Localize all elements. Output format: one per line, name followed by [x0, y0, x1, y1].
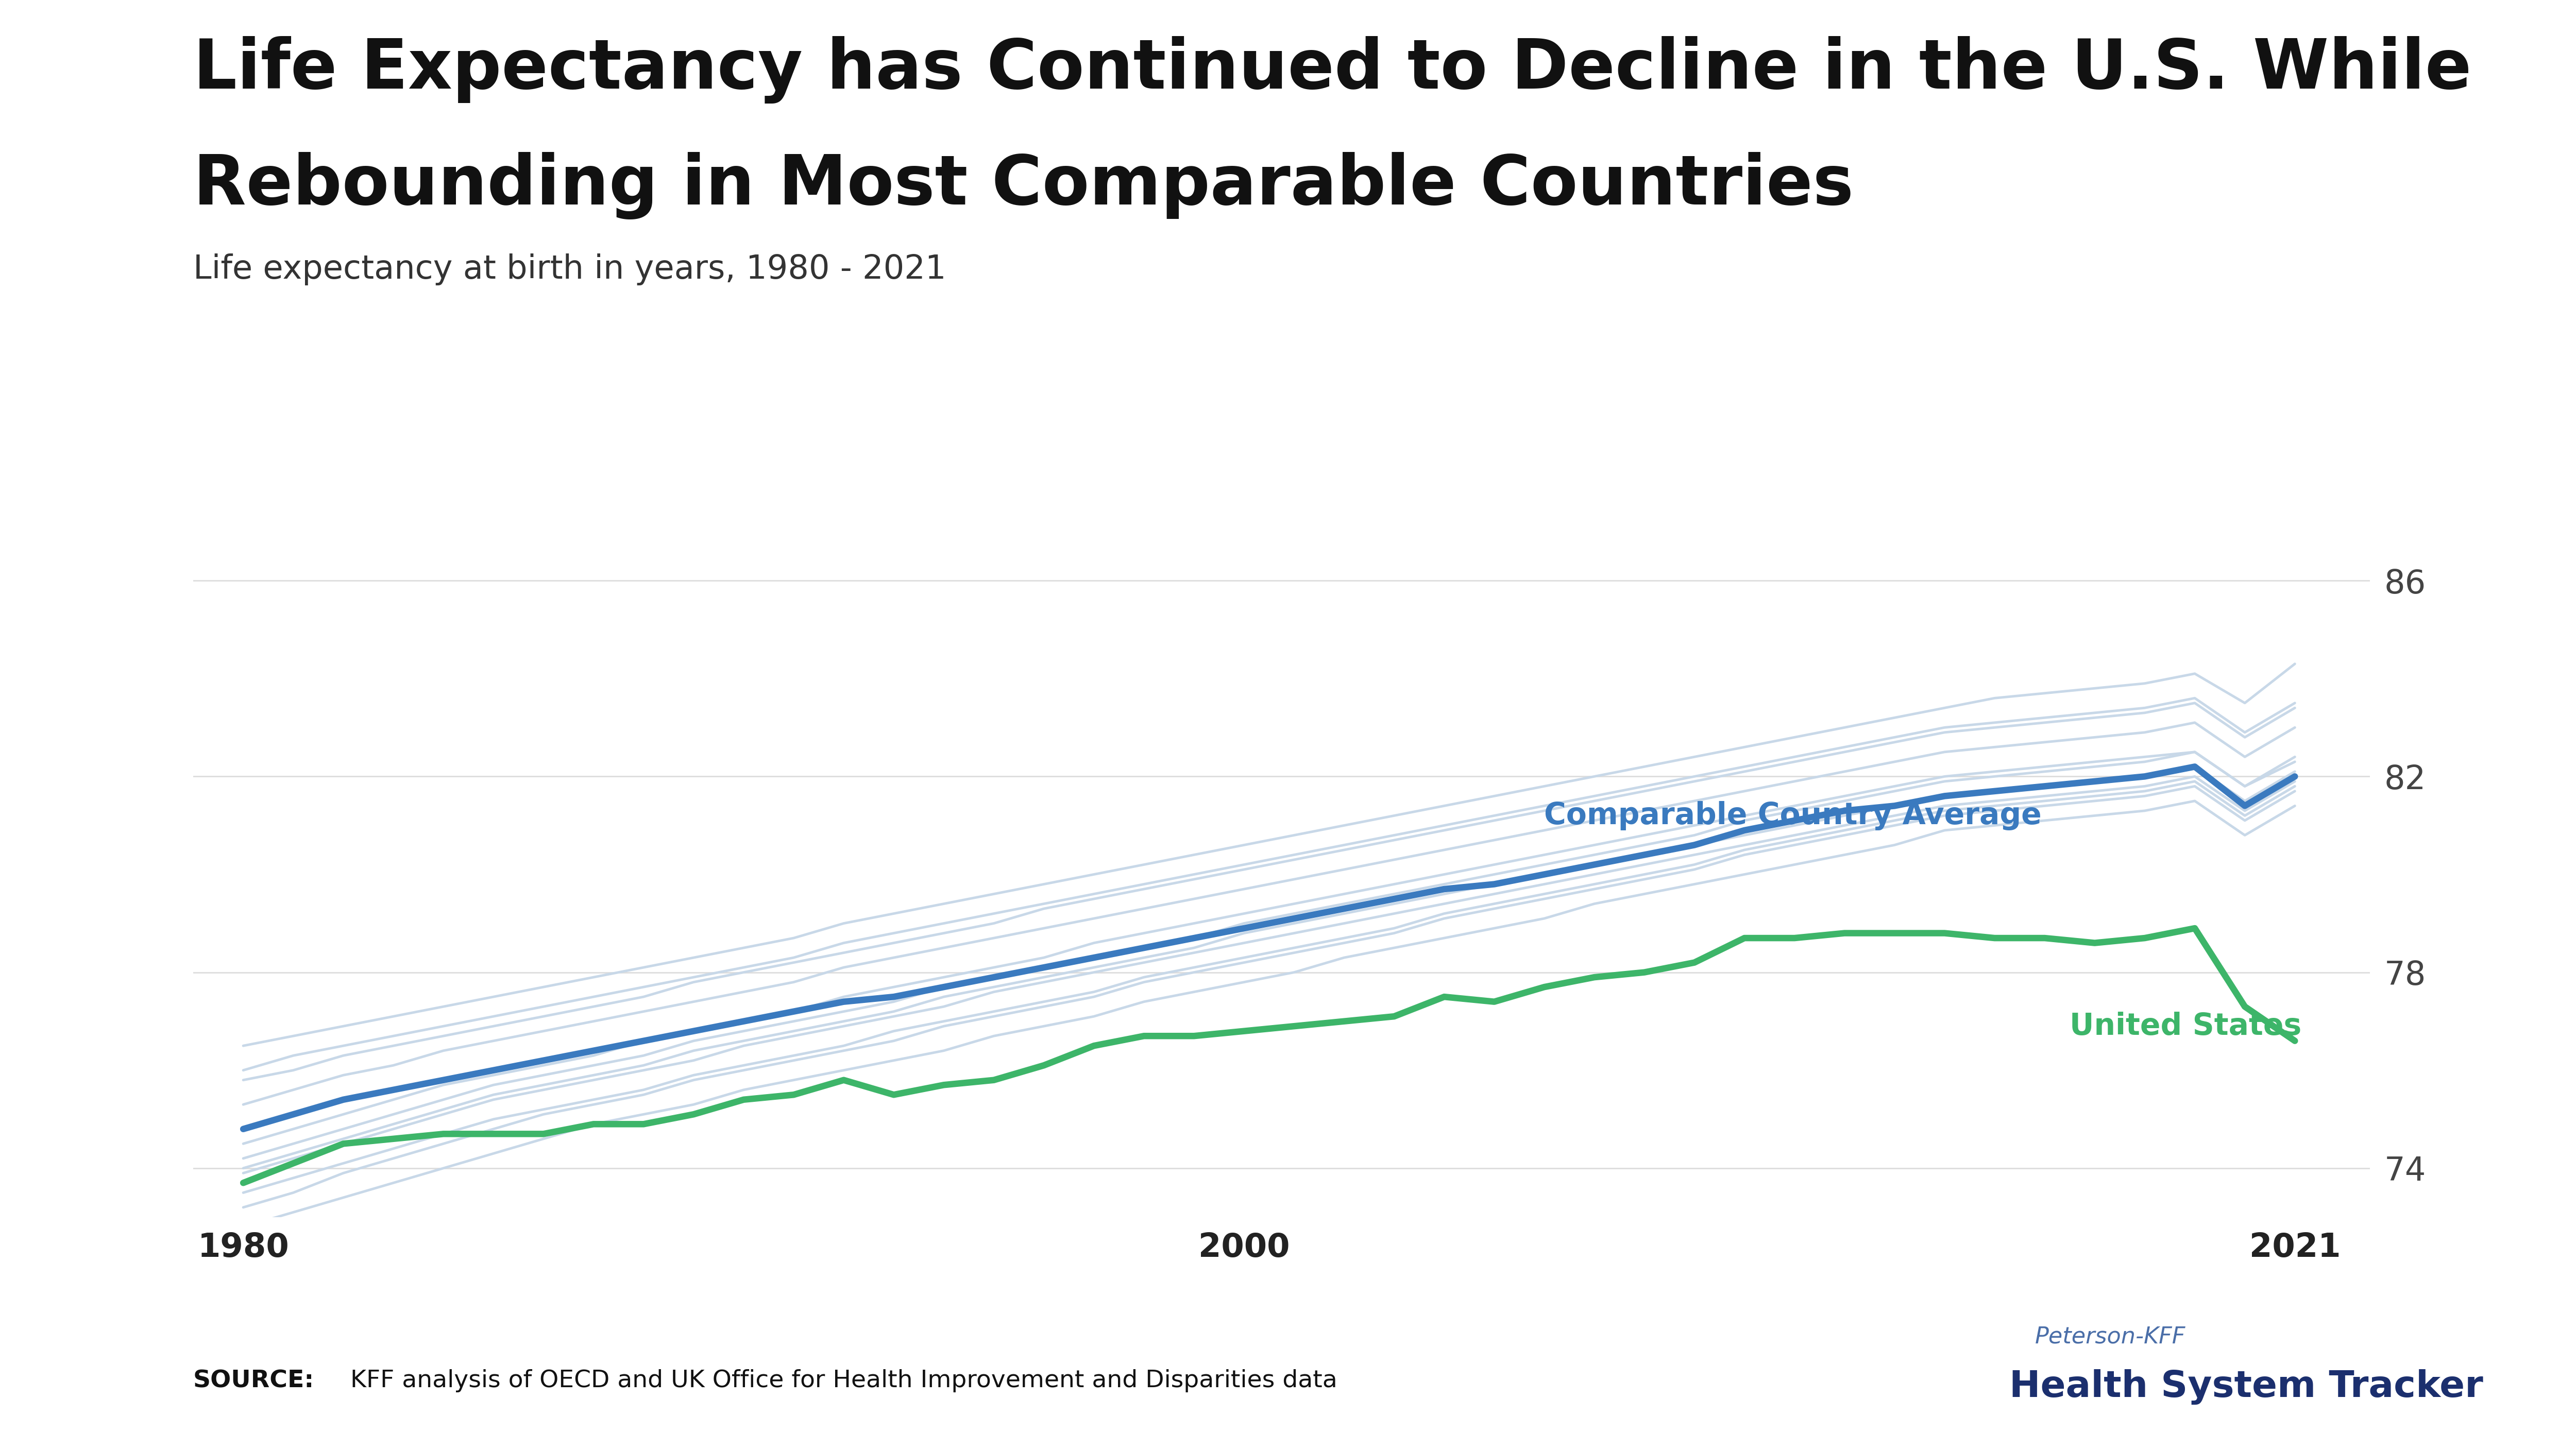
Text: KFF analysis of OECD and UK Office for Health Improvement and Disparities data: KFF analysis of OECD and UK Office for H…: [343, 1369, 1337, 1392]
Text: Peterson-KFF: Peterson-KFF: [2035, 1326, 2184, 1348]
Text: SOURCE:: SOURCE:: [193, 1369, 314, 1392]
Text: Health System Tracker: Health System Tracker: [2009, 1369, 2483, 1406]
Text: Rebounding in Most Comparable Countries: Rebounding in Most Comparable Countries: [193, 152, 1855, 220]
Text: Life Expectancy has Continued to Decline in the U.S. While: Life Expectancy has Continued to Decline…: [193, 36, 2470, 104]
Text: Life expectancy at birth in years, 1980 - 2021: Life expectancy at birth in years, 1980 …: [193, 254, 945, 285]
Text: United States: United States: [2069, 1011, 2300, 1040]
Text: Comparable Country Average: Comparable Country Average: [1543, 801, 2043, 830]
